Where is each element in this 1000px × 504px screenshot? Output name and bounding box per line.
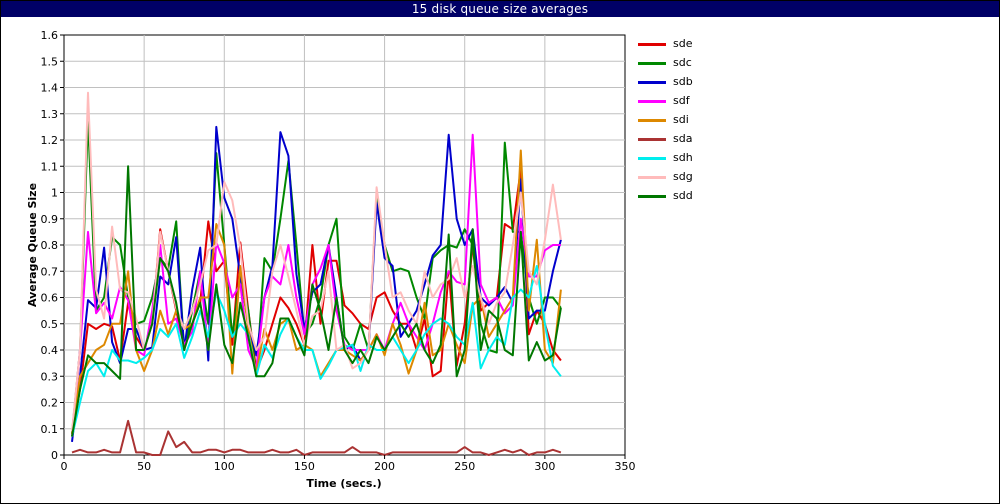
y-tick-label: 1.1 (41, 160, 59, 173)
y-tick-label: 0.7 (41, 265, 59, 278)
legend-label: sdi (673, 113, 689, 126)
legend-swatch (638, 81, 666, 84)
x-tick-label: 350 (615, 460, 636, 473)
y-tick-label: 0.2 (41, 397, 59, 410)
legend-label: sdh (673, 151, 693, 164)
legend: sde sdc sdb sdf sdi sda sdh sdg sdd (636, 36, 756, 207)
legend-label: sde (673, 37, 693, 50)
series-line-sda (71, 419, 562, 456)
legend-item-sdg: sdg (636, 169, 756, 188)
legend-item-sda: sda (636, 131, 756, 150)
legend-swatch (638, 157, 666, 160)
series-lines (71, 91, 562, 456)
legend-label: sdb (673, 75, 693, 88)
x-axis-ticks: 0 50 100 150 200 250 300 350 (61, 455, 636, 473)
legend-label: sdg (673, 170, 693, 183)
legend-swatch (638, 119, 666, 122)
legend-label: sdd (673, 189, 693, 202)
series-line-sdd (71, 165, 562, 437)
x-tick-label: 100 (214, 460, 235, 473)
x-tick-label: 300 (534, 460, 555, 473)
y-tick-label: 0 (51, 449, 58, 462)
y-axis-ticks: 0 0.1 0.2 0.3 0.4 0.5 0.6 0.7 0.8 0.9 1 1.1 1.2 1.3 1.… (41, 29, 64, 462)
series-line-sdh (71, 265, 562, 437)
x-axis-label: Time (secs.) (306, 477, 381, 490)
legend-swatch (638, 43, 666, 46)
legend-swatch (638, 138, 666, 141)
legend-label: sdc (673, 56, 692, 69)
legend-swatch (638, 195, 666, 198)
y-tick-label: 1.3 (41, 108, 59, 121)
x-tick-label: 200 (374, 460, 395, 473)
y-axis-label: Average Queue Size (26, 183, 39, 307)
y-tick-label: 0.8 (41, 239, 59, 252)
series-line-sdc (71, 118, 562, 435)
y-tick-label: 0.1 (41, 423, 59, 436)
chart-title: 15 disk queue size averages (1, 1, 999, 17)
y-tick-label: 0.6 (41, 292, 59, 305)
y-tick-label: 0.9 (41, 213, 59, 226)
y-tick-label: 1.6 (41, 29, 59, 42)
legend-swatch (638, 100, 666, 103)
legend-item-sdb: sdb (636, 74, 756, 93)
legend-item-sdc: sdc (636, 55, 756, 74)
x-tick-label: 50 (137, 460, 151, 473)
y-tick-label: 0.4 (41, 344, 59, 357)
legend-label: sdf (673, 94, 690, 107)
legend-swatch (638, 62, 666, 65)
y-tick-label: 1 (51, 187, 58, 200)
legend-item-sdh: sdh (636, 150, 756, 169)
legend-swatch (638, 176, 666, 179)
y-tick-label: 1.4 (41, 82, 59, 95)
y-tick-label: 0.3 (41, 370, 59, 383)
x-tick-label: 250 (454, 460, 475, 473)
legend-item-sdd: sdd (636, 188, 756, 207)
y-tick-label: 1.5 (41, 55, 59, 68)
legend-item-sdf: sdf (636, 93, 756, 112)
series-line-sdb (71, 125, 562, 443)
legend-label: sda (673, 132, 693, 145)
y-tick-label: 1.2 (41, 134, 59, 147)
y-tick-label: 0.5 (41, 318, 59, 331)
legend-item-sdi: sdi (636, 112, 756, 131)
x-tick-label: 150 (294, 460, 315, 473)
x-tick-label: 0 (61, 460, 68, 473)
legend-item-sde: sde (636, 36, 756, 55)
